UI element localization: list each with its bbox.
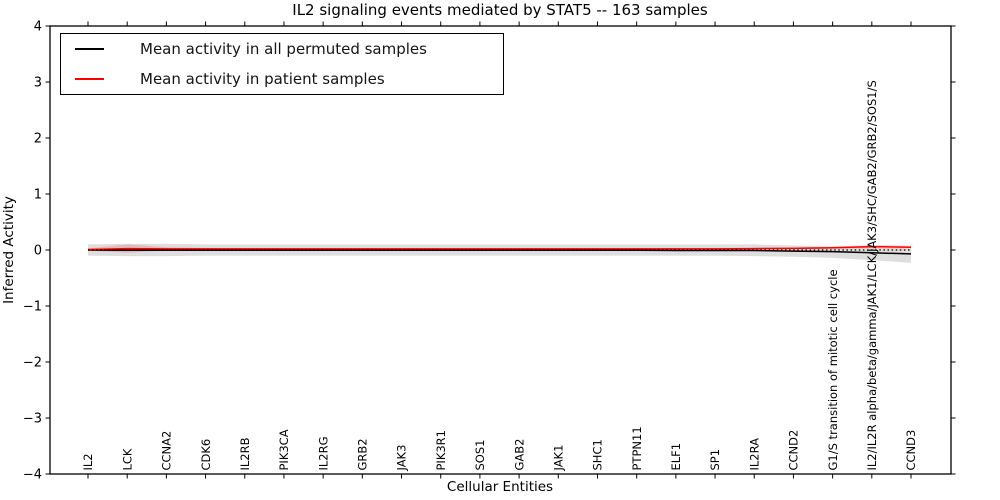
x-tick-label: SOS1	[473, 440, 487, 471]
x-tick-label: SHC1	[591, 439, 605, 470]
legend: Mean activity in all permuted samples Me…	[60, 33, 504, 95]
x-tick-label: ELF1	[669, 443, 683, 471]
x-tick-label: IL2RA	[747, 438, 761, 471]
y-tick-label: 3	[34, 76, 42, 91]
y-tick-label: 0	[34, 244, 42, 259]
x-tick-label: CCND2	[787, 430, 801, 471]
x-tick-label: PIK3CA	[277, 429, 291, 470]
x-tick-label: IL2RB	[238, 437, 252, 470]
x-tick-label: PTPN11	[630, 426, 644, 470]
x-tick-label: G1/S transition of mitotic cell cycle	[826, 269, 840, 470]
x-tick-label: IL2RG	[316, 436, 330, 470]
y-tick-label: −3	[23, 412, 42, 427]
y-axis-label: Inferred Activity	[1, 196, 17, 304]
x-tick-label: CDK6	[199, 439, 213, 471]
y-tick-label: 2	[34, 132, 42, 147]
x-axis-label: Cellular Entities	[446, 479, 554, 495]
x-tick-label: CCNA2	[160, 431, 174, 471]
legend-item-label: Mean activity in all permuted samples	[140, 40, 427, 59]
x-tick-label: LCK	[120, 448, 134, 470]
y-tick-label: −4	[23, 468, 42, 483]
x-tick-label: JAK1	[551, 445, 565, 472]
x-tick-label: IL2	[81, 453, 95, 470]
x-tick-label: IL2/IL2R alpha/beta/gamma/JAK1/LCK/JAK3/…	[865, 80, 879, 470]
x-tick-label: PIK3R1	[434, 430, 448, 471]
x-tick-label: GAB2	[512, 439, 526, 471]
y-tick-label: 4	[34, 20, 42, 35]
legend-item-label: Mean activity in patient samples	[140, 69, 385, 88]
legend-item-patient: Mean activity in patient samples	[61, 64, 503, 93]
patient-mean-line	[87, 245, 912, 251]
y-tick-label: −1	[23, 300, 42, 315]
y-tick-label: −2	[23, 356, 42, 371]
y-tick-label: 1	[34, 188, 42, 203]
legend-line-permuted-icon	[75, 48, 104, 51]
x-tick-label: JAK3	[395, 445, 409, 472]
x-tick-label: GRB2	[356, 438, 370, 470]
legend-item-permuted: Mean activity in all permuted samples	[61, 35, 503, 64]
x-tick-label: CCND3	[904, 430, 918, 471]
chart-title: IL2 signaling events mediated by STAT5 -…	[292, 1, 708, 19]
legend-line-patient-icon	[75, 77, 104, 80]
permuted-uncertainty-band	[88, 243, 911, 263]
x-tick-label: SP1	[708, 449, 722, 471]
